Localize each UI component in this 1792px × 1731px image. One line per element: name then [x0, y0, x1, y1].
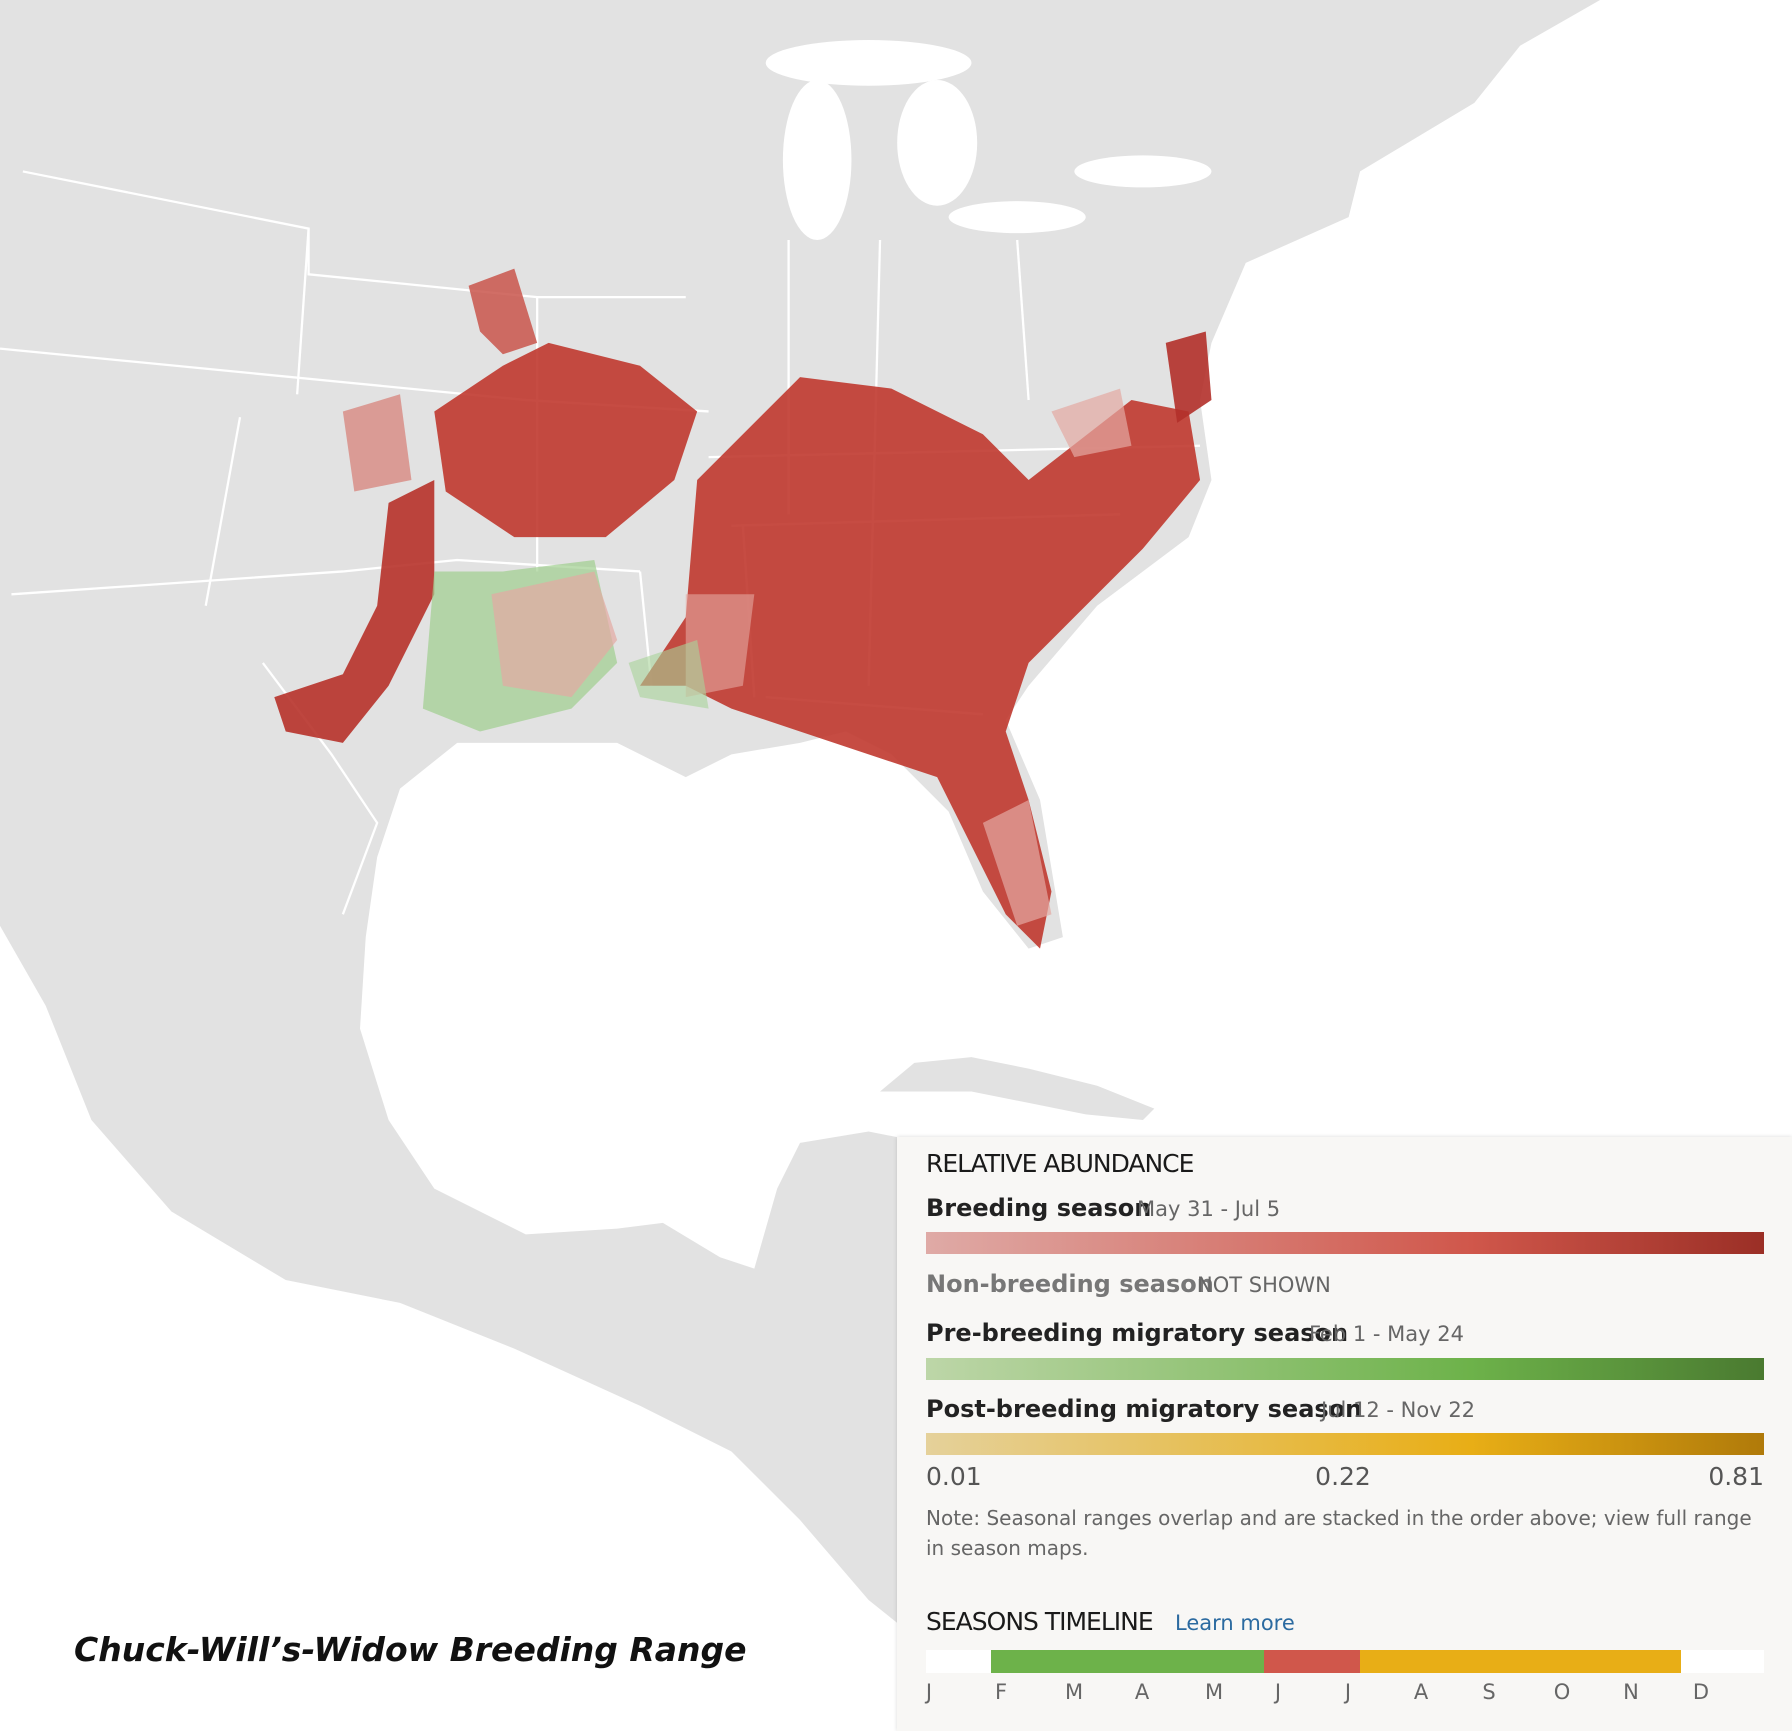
month-label: M	[1204, 1680, 1224, 1704]
season-dates: Jul 12 - Nov 22	[1321, 1398, 1476, 1422]
month-label: F	[994, 1680, 1008, 1704]
learn-more-link[interactable]: Learn more	[1175, 1611, 1295, 1635]
scale-label: 0.22	[1315, 1462, 1371, 1491]
lake	[948, 201, 1086, 234]
month-label: M	[1064, 1680, 1084, 1704]
map-title: Chuck-Will’s-Widow Breeding Range	[74, 1630, 747, 1669]
season-dates: May 31 - Jul 5	[1137, 1197, 1281, 1221]
month-label: D	[1692, 1680, 1710, 1704]
legend-heading: RELATIVE ABUNDANCE	[926, 1149, 1194, 1178]
pacific	[0, 925, 898, 1731]
timeline-post-breeding	[1360, 1650, 1681, 1673]
season-dates: Feb 1 - May 24	[1309, 1322, 1464, 1346]
month-label: A	[1413, 1680, 1429, 1704]
month-label: A	[1134, 1680, 1150, 1704]
season-name: Non-breeding season	[926, 1270, 1214, 1298]
season-dates: NOT SHOWN	[1197, 1273, 1331, 1297]
lake	[897, 80, 978, 206]
legend: RELATIVE ABUNDANCE Breeding season May 3…	[897, 1137, 1792, 1731]
lake	[1074, 155, 1212, 188]
month-label: O	[1553, 1680, 1571, 1704]
month-label: J	[925, 1680, 933, 1704]
breeding-gradient	[926, 1232, 1764, 1254]
timeline-breeding	[1264, 1650, 1360, 1673]
season-name: Pre-breeding migratory season	[926, 1319, 1349, 1347]
scale-label: 0.01	[926, 1462, 982, 1491]
timeline-heading: SEASONS TIMELINE	[926, 1607, 1154, 1636]
range	[274, 268, 1212, 949]
note: Note: Seasonal ranges overlap and are st…	[926, 1506, 1752, 1560]
month-label: N	[1623, 1680, 1639, 1704]
season-name: Breeding season	[926, 1194, 1152, 1222]
month-label: S	[1482, 1680, 1496, 1704]
season-name: Post-breeding migratory season	[926, 1395, 1363, 1423]
cuba	[880, 1057, 1155, 1121]
pre-breeding-gradient	[926, 1358, 1764, 1380]
lake	[765, 40, 972, 86]
lake	[782, 80, 852, 241]
post-breeding-gradient	[926, 1433, 1764, 1455]
ocean	[360, 0, 1792, 1269]
month-label: J	[1344, 1680, 1352, 1704]
month-label: J	[1274, 1680, 1282, 1704]
scale-label: 0.81	[1708, 1462, 1764, 1491]
timeline-pre-breeding	[991, 1650, 1264, 1673]
